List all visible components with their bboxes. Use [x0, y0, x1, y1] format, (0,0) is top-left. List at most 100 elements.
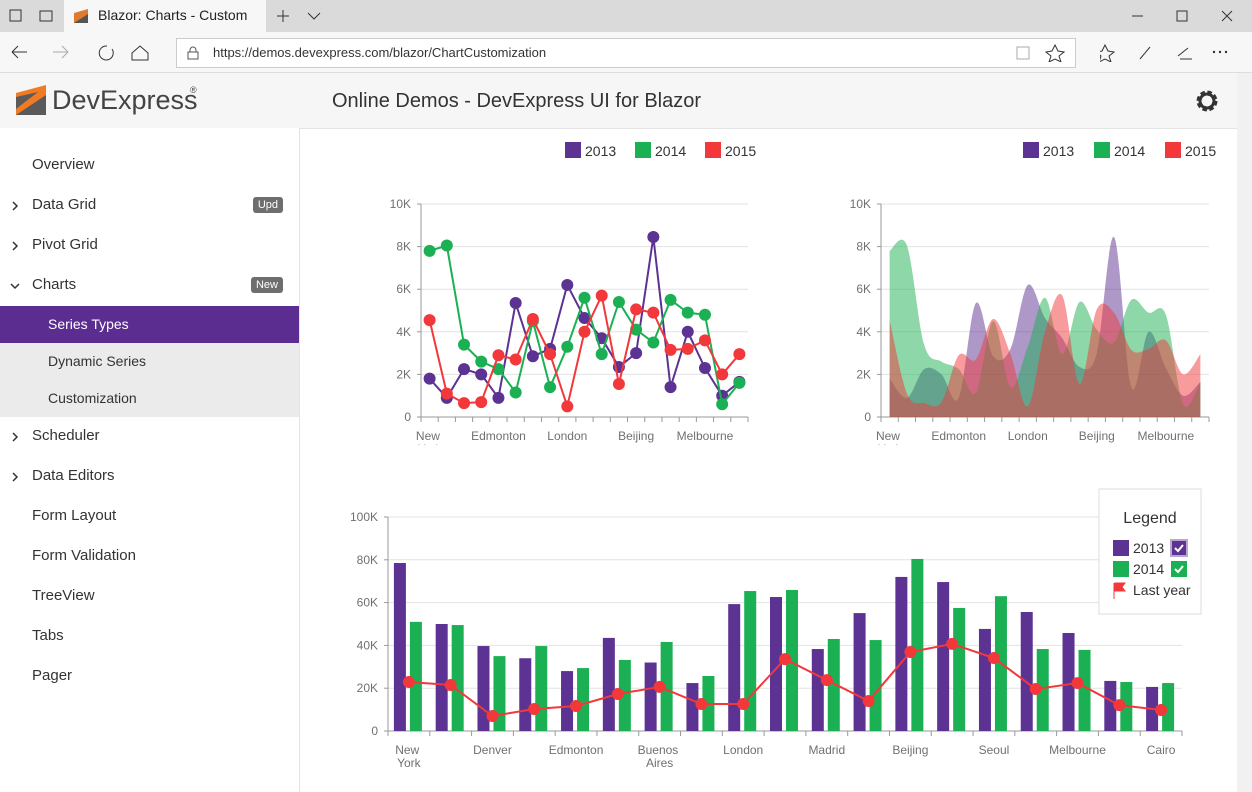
nav-item[interactable]: TreeView — [0, 577, 299, 617]
tab-favicon — [74, 9, 88, 23]
bar — [953, 607, 966, 731]
x-tick-label: New York — [395, 743, 422, 770]
point — [612, 377, 625, 390]
legend-label: 2015 — [1185, 143, 1216, 159]
legend-title: Legend — [1123, 510, 1176, 527]
nav-label: Dynamic Series — [48, 353, 147, 369]
bar — [744, 591, 757, 731]
y-tick-label: 10K — [390, 197, 411, 211]
bar — [1078, 649, 1091, 731]
nav-item[interactable]: Form Validation — [0, 537, 299, 577]
y-tick-label: 10K — [850, 197, 871, 211]
bar — [519, 658, 532, 731]
legend-swatch — [635, 142, 651, 158]
x-tick-label: Denver — [473, 743, 512, 757]
point — [440, 239, 453, 252]
bar — [535, 646, 548, 731]
x-tick-label: Madrid — [808, 743, 845, 757]
x-tick-line: Beijing — [892, 743, 928, 757]
bar — [827, 638, 840, 731]
point — [492, 391, 505, 404]
point — [509, 297, 522, 310]
x-tick-line: Beijing — [1079, 429, 1115, 443]
point — [612, 295, 625, 308]
point — [402, 675, 415, 688]
x-tick-line: Buenos — [638, 743, 682, 757]
point — [444, 678, 457, 691]
point — [544, 348, 557, 361]
chevron — [10, 283, 20, 290]
settings-icon[interactable] — [1194, 88, 1220, 114]
bar — [618, 659, 631, 731]
nav-label: Form Validation — [32, 547, 136, 564]
bar — [1020, 612, 1033, 731]
point — [1155, 704, 1168, 717]
point — [664, 381, 677, 394]
point — [1113, 699, 1126, 712]
point — [681, 306, 694, 319]
x-tick-line: Cairo — [1147, 743, 1176, 757]
legend-checkbox[interactable] — [1170, 539, 1188, 557]
x-tick-line: York — [397, 756, 422, 770]
nav-item[interactable]: Pager — [0, 657, 299, 697]
legend-checkbox[interactable] — [1171, 561, 1187, 577]
nav-item[interactable]: Tabs — [0, 617, 299, 657]
nav-item[interactable]: Dynamic Series — [0, 343, 299, 380]
nav-item[interactable]: Series Types — [0, 306, 299, 343]
x-tick-line: Aires — [646, 756, 673, 770]
bar — [1036, 649, 1049, 731]
point — [820, 674, 833, 687]
x-tick-label: Edmonton — [471, 429, 526, 443]
nav-item[interactable]: Overview — [0, 146, 299, 186]
point — [475, 368, 488, 381]
nav-label: Customization — [48, 390, 137, 406]
legend-label: 2014 — [1133, 561, 1164, 577]
x-tick-line: London — [547, 429, 587, 443]
x-tick-line: New — [416, 429, 443, 443]
nav-item[interactable]: Pivot Grid — [0, 226, 299, 266]
point — [423, 244, 436, 257]
url-box[interactable]: https://demos.devexpress.com/blazor/Char… — [176, 38, 1076, 68]
nav-label: Pager — [32, 667, 73, 684]
bar — [409, 621, 422, 731]
nav-item[interactable]: Customization — [0, 380, 299, 417]
point — [1071, 677, 1084, 690]
point — [647, 336, 660, 349]
point — [1029, 683, 1042, 696]
y-tick-label: 4K — [396, 325, 411, 339]
y-tick-label: 0 — [864, 410, 871, 424]
bar — [1104, 680, 1117, 731]
y-tick-label: 6K — [856, 282, 871, 296]
point — [526, 313, 539, 326]
x-tick-line: Melbourne — [1049, 743, 1106, 757]
point — [946, 637, 959, 650]
point — [904, 646, 917, 659]
nav-label: Tabs — [32, 627, 64, 644]
nav-item[interactable]: Form Layout — [0, 497, 299, 537]
y-tick-label: 100K — [350, 510, 378, 524]
tab-controls — [277, 10, 321, 22]
bar — [686, 683, 699, 731]
bar — [811, 649, 824, 731]
legend-check — [1174, 544, 1184, 553]
active-tab[interactable]: Blazor: Charts - Custom — [64, 0, 266, 32]
legend-label: 2013 — [1133, 540, 1164, 556]
x-tick-label: Beijing — [892, 743, 928, 757]
nav-buttons — [11, 45, 149, 61]
y-tick-label: 8K — [856, 240, 871, 254]
nav-item[interactable]: Scheduler — [0, 417, 299, 457]
y-tick-label: 2K — [856, 367, 871, 381]
nav-item[interactable]: Data Grid Upd — [0, 186, 299, 226]
point — [681, 342, 694, 355]
legend-label: 2014 — [655, 143, 686, 159]
point — [653, 680, 666, 693]
nav-item[interactable]: Charts New — [0, 266, 299, 306]
x-tick-label: Edmonton — [931, 429, 986, 443]
point — [526, 350, 539, 363]
bar — [577, 668, 590, 731]
bar — [451, 625, 464, 731]
point — [862, 695, 875, 708]
nav-item[interactable]: Data Editors — [0, 457, 299, 497]
y-tick-label: 0 — [404, 410, 411, 424]
nav-label: Scheduler — [32, 427, 100, 444]
